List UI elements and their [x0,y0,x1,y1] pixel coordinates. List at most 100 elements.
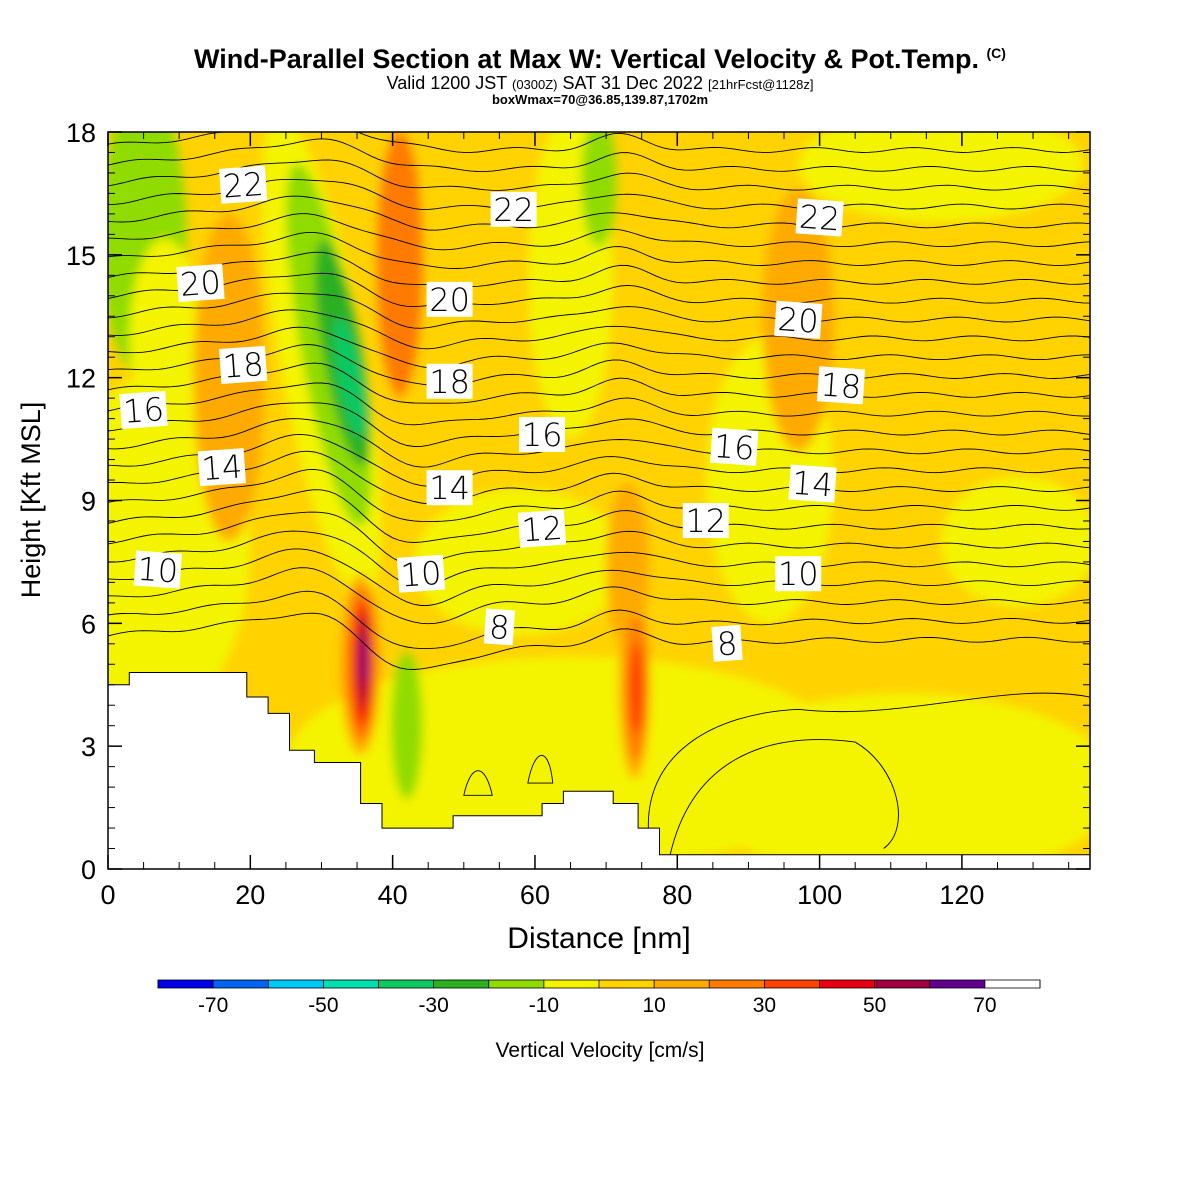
colorbar-cell [543,980,599,988]
theta-label-box [426,363,473,399]
theta-label-box [711,624,743,662]
theta-label: 12 [682,502,729,540]
chart-title: Wind-Parallel Section at Max W: Vertical… [0,44,1200,75]
low-level-sink-east [691,692,1090,869]
theta-label: 20 [774,300,823,341]
colorbar-cell [323,980,379,988]
theta-label: 12 [517,509,567,550]
theta-label: 22 [490,191,537,229]
theta-label: 22 [795,198,844,239]
theta-label-text: 18 [222,345,265,386]
x-tick-label: 80 [662,880,692,910]
colorbar-cell [874,980,930,988]
theta-contour [108,231,1090,269]
colorbar-cell [213,980,269,988]
theta-contour-closed [463,770,493,796]
colorbar-cell [819,980,875,988]
theta-label: 8 [483,608,516,647]
theta-label-text: 10 [136,550,179,591]
theta-contour [108,195,1090,231]
axes: 0 20 40 60 80 100 120 0 3 6 9 12 15 18 [66,118,1090,910]
theta-label: 14 [197,447,246,488]
theta-contour [108,251,1090,288]
colorbar-cell [488,980,544,988]
theta-label: 18 [426,363,473,401]
theta-label-text: 12 [685,502,726,540]
theta-label: 18 [816,365,866,406]
y-tick-label: 18 [66,118,96,148]
valid-time-text: Valid 1200 JST [386,73,507,93]
theta-label: 14 [426,469,473,507]
theta-label-text: 14 [429,469,470,507]
theta-label-box [219,345,268,384]
theta-label-text: 20 [429,281,470,319]
theta-label-text: 10 [399,554,442,595]
theta-label-box [483,608,516,646]
theta-label-text: 20 [179,263,222,304]
y-tick-label: 3 [81,732,96,762]
theta-contour [108,489,1090,543]
forecast-info-text: [21hrFcst@1128z] [707,77,814,92]
theta-contour-closed [669,739,899,855]
colorbar-cell [433,980,489,988]
terrain-layer [107,672,1091,870]
theta-label-text: 18 [819,365,862,406]
theta-label-box [517,509,567,548]
colorbar: -70 -50 -30 -10 10 30 50 70 [157,979,1041,1017]
theta-contour [108,418,1090,468]
copyright-mark: (C) [986,45,1006,61]
theta-contour [108,292,1090,329]
theta-label-box [197,448,246,487]
theta-label-box [219,165,268,204]
theta-label-text: 14 [200,447,243,488]
theta-label-text: 20 [777,300,820,341]
theta-contour [108,344,1090,387]
theta-label: 16 [519,416,566,454]
theta-label-text: 8 [488,608,511,647]
theta-label-box [816,366,866,405]
theta-contour [108,567,1090,625]
theta-label-text: 22 [222,165,265,206]
colorbar-cell [654,980,710,988]
x-tick-label: 100 [797,880,842,910]
colorbar-cell [929,980,985,988]
theta-label: 20 [426,281,473,319]
theta-label-box [788,464,837,503]
theta-label-box [426,281,473,317]
theta-label-text: 18 [429,363,470,401]
colorbar-tick-label: 70 [973,994,996,1017]
theta-contour [108,326,1090,369]
x-tick-label: 20 [235,880,265,910]
theta-contour [108,548,1090,606]
colorbar-tick-label: 10 [642,994,665,1017]
lift-east-peak [629,643,644,734]
theta-contour [108,309,1090,350]
lift-upper-core [386,234,413,399]
theta-label: 8 [711,624,743,663]
theta-label-box [133,550,183,589]
theta-label-text: 22 [798,198,841,239]
theta-contour-closed [647,692,1090,837]
theta-label: 20 [176,263,225,304]
valid-date-text: SAT 31 Dec 2022 [562,73,703,93]
theta-contour [108,178,1090,210]
theta-label-box [710,427,759,466]
theta-label-text: 14 [791,464,834,505]
theta-contour [108,590,1090,650]
valid-utc-text: (0300Z) [511,77,558,92]
colorbar-cell [378,980,434,988]
x-tick-label: 120 [939,880,984,910]
theta-contour [108,138,1090,173]
colorbar-cell [268,980,324,988]
theta-label: 22 [219,165,268,206]
colorbar-cell [709,980,765,988]
theta-contour [108,450,1090,505]
theta-contour [108,159,1090,191]
theta-label-box [774,300,823,339]
theta-contour [108,272,1090,308]
theta-label-box [426,470,473,506]
title-main-text: Wind-Parallel Section at Max W: Vertical… [194,44,979,74]
theta-label: 10 [133,550,183,591]
chart-subtitle: Valid 1200 JST (0300Z) SAT 31 Dec 2022 [… [0,73,1200,94]
